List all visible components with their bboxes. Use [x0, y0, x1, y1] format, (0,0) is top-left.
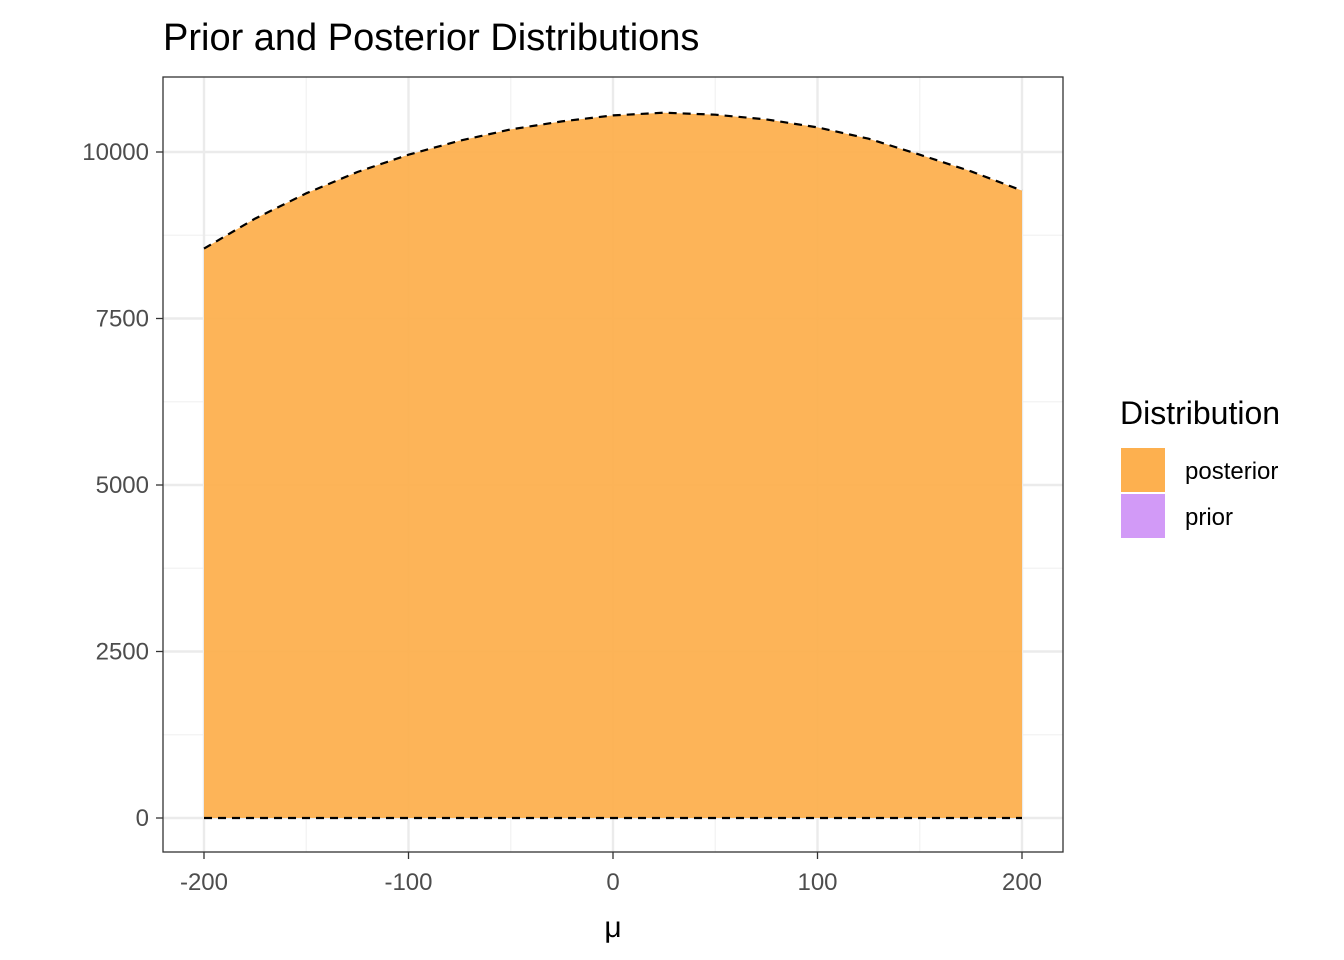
- chart-title: Prior and Posterior Distributions: [163, 17, 699, 59]
- axes: -200 -100 0 100 200 0 2500 5000 7500 10000: [82, 139, 1042, 896]
- y-tick-label: 10000: [82, 139, 149, 166]
- legend-label-posterior: posterior: [1185, 458, 1278, 485]
- area-posterior: [204, 112, 1022, 818]
- line-posterior: [203, 111, 1023, 250]
- y-tick-label: 7500: [96, 306, 149, 333]
- legend-swatch-prior: [1121, 494, 1165, 538]
- area-layer: [204, 112, 1022, 818]
- legend-items: posterior prior: [1121, 448, 1278, 538]
- y-tick-label: 2500: [96, 639, 149, 666]
- legend-swatch-posterior: [1121, 448, 1165, 492]
- y-tick-label: 5000: [96, 472, 149, 499]
- legend-label-prior: prior: [1185, 504, 1233, 531]
- line-layer: [203, 111, 1023, 820]
- legend: Distribution posterior prior: [1120, 395, 1280, 538]
- legend-title: Distribution: [1120, 395, 1280, 431]
- x-axis-title: μ: [604, 911, 621, 944]
- x-tick-label: -200: [180, 869, 228, 896]
- x-tick-label: 100: [797, 869, 837, 896]
- x-tick-label: -100: [384, 869, 432, 896]
- x-tick-label: 0: [606, 869, 619, 896]
- y-tick-label: 0: [136, 805, 149, 832]
- x-tick-label: 200: [1002, 869, 1042, 896]
